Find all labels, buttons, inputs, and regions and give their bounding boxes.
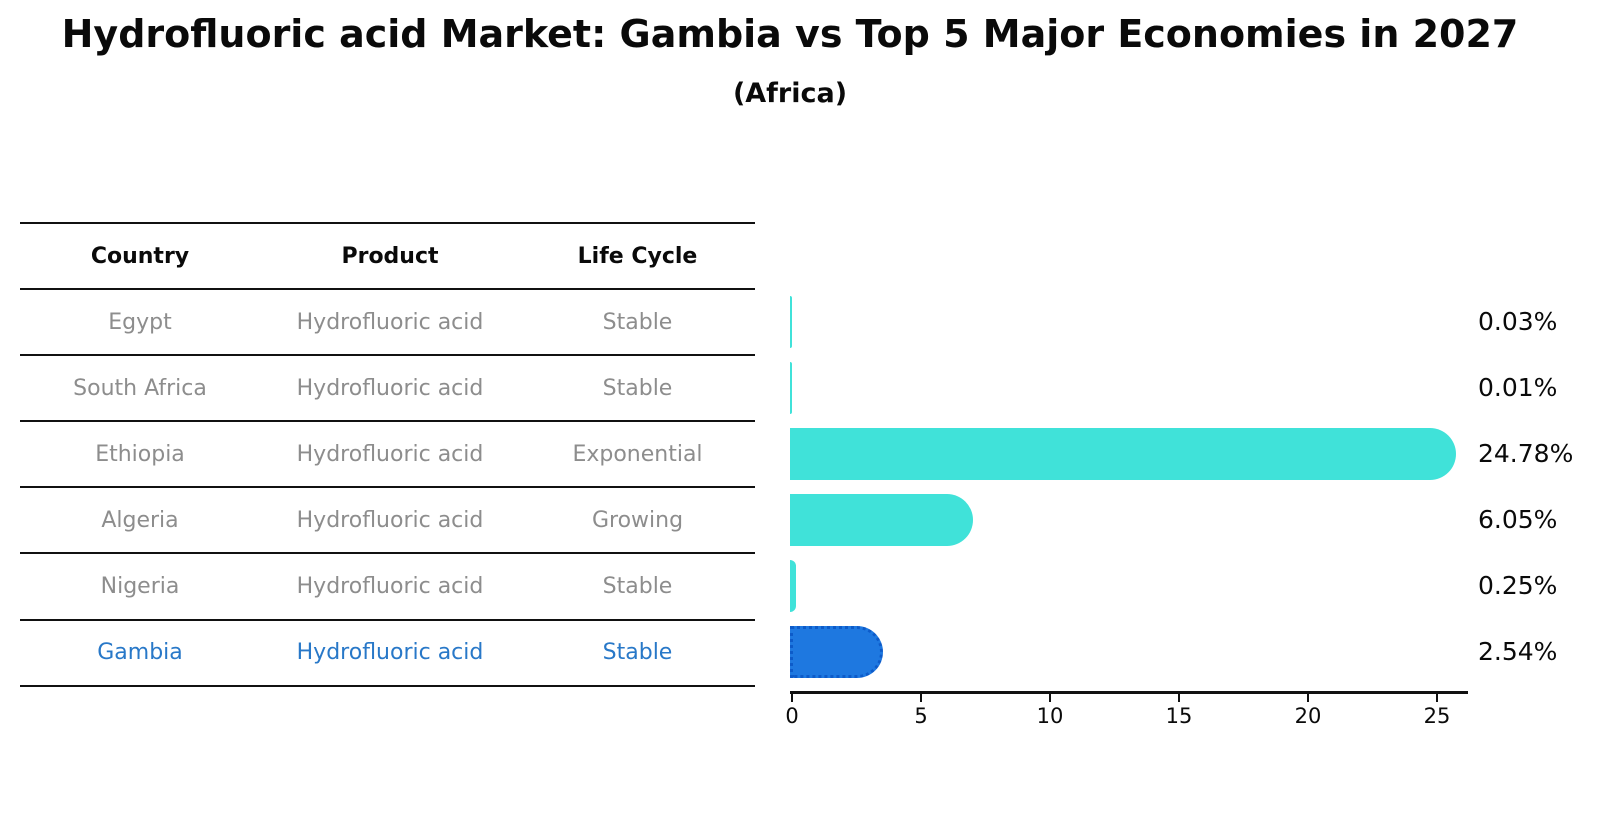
x-axis-tick <box>1049 693 1051 702</box>
country-cell: South Africa <box>73 375 207 401</box>
x-axis-tick <box>791 693 793 702</box>
country-cell: Egypt <box>108 309 172 335</box>
chart-subtitle: (Africa) <box>732 78 848 109</box>
product-cell: Hydrofluoric acid <box>296 639 484 665</box>
table-header-row: Country Product Life Cycle <box>20 224 755 288</box>
bar-gambia <box>790 626 883 678</box>
country-cell: Ethiopia <box>95 441 185 467</box>
table-row-line <box>20 619 755 621</box>
bar-nigeria <box>790 560 797 612</box>
country-cell: Nigeria <box>100 573 180 599</box>
value-label-gambia: 2.54% <box>1478 637 1558 666</box>
table-row-line <box>20 420 755 422</box>
table-row-algeria: Algeria Hydrofluoric acid Growing <box>20 488 755 552</box>
country-cell: Algeria <box>101 507 179 533</box>
column-header-product: Product <box>341 243 439 269</box>
table-row-line <box>20 486 755 488</box>
value-label-algeria: 6.05% <box>1478 505 1558 534</box>
table-header-line <box>20 288 755 290</box>
x-axis-tick-label: 5 <box>914 704 928 728</box>
table-row-line <box>20 354 755 356</box>
value-label-egypt: 0.03% <box>1478 307 1558 336</box>
product-cell: Hydrofluoric acid <box>296 507 484 533</box>
product-cell: Hydrofluoric acid <box>296 573 484 599</box>
column-header-country: Country <box>90 243 190 269</box>
x-axis-tick-label: 15 <box>1165 704 1193 728</box>
x-axis-tick-label: 10 <box>1036 704 1064 728</box>
table-row-ethiopia: Ethiopia Hydrofluoric acid Exponential <box>20 422 755 486</box>
x-axis-tick <box>1178 693 1180 702</box>
table-top-line <box>20 222 755 224</box>
product-cell: Hydrofluoric acid <box>296 375 484 401</box>
bar-ethiopia <box>790 428 1457 480</box>
life-cycle-cell: Stable <box>602 639 673 665</box>
value-label-ethiopia: 24.78% <box>1478 439 1574 468</box>
table-row-egypt: Egypt Hydrofluoric acid Stable <box>20 290 755 354</box>
product-cell: Hydrofluoric acid <box>296 309 484 335</box>
x-axis-tick <box>1307 693 1309 702</box>
table-row-south-africa: South Africa Hydrofluoric acid Stable <box>20 356 755 420</box>
x-axis-tick <box>920 693 922 702</box>
life-cycle-cell: Stable <box>602 375 673 401</box>
value-label-south-africa: 0.01% <box>1478 373 1558 402</box>
bar-south-africa <box>790 362 792 414</box>
bar-egypt <box>790 296 792 348</box>
life-cycle-cell: Stable <box>602 309 673 335</box>
table-row-gambia: Gambia Hydrofluoric acid Stable <box>20 620 755 684</box>
life-cycle-cell: Stable <box>602 573 673 599</box>
life-cycle-cell: Exponential <box>572 441 703 467</box>
bar-algeria <box>790 494 974 546</box>
life-cycle-cell: Growing <box>591 507 684 533</box>
table-row-nigeria: Nigeria Hydrofluoric acid Stable <box>20 554 755 618</box>
x-axis-tick <box>1436 693 1438 702</box>
product-cell: Hydrofluoric acid <box>296 441 484 467</box>
country-cell: Gambia <box>97 639 183 665</box>
value-label-nigeria: 0.25% <box>1478 571 1558 600</box>
table-bottom-line <box>20 685 755 687</box>
x-axis-tick-label: 25 <box>1423 704 1451 728</box>
x-axis-tick-label: 20 <box>1294 704 1322 728</box>
x-axis-tick-label: 0 <box>785 704 799 728</box>
chart-title: Hydrofluoric acid Market: Gambia vs Top … <box>61 12 1519 56</box>
column-header-life-cycle: Life Cycle <box>577 243 698 269</box>
table-row-line <box>20 552 755 554</box>
x-axis-line <box>790 691 1468 694</box>
